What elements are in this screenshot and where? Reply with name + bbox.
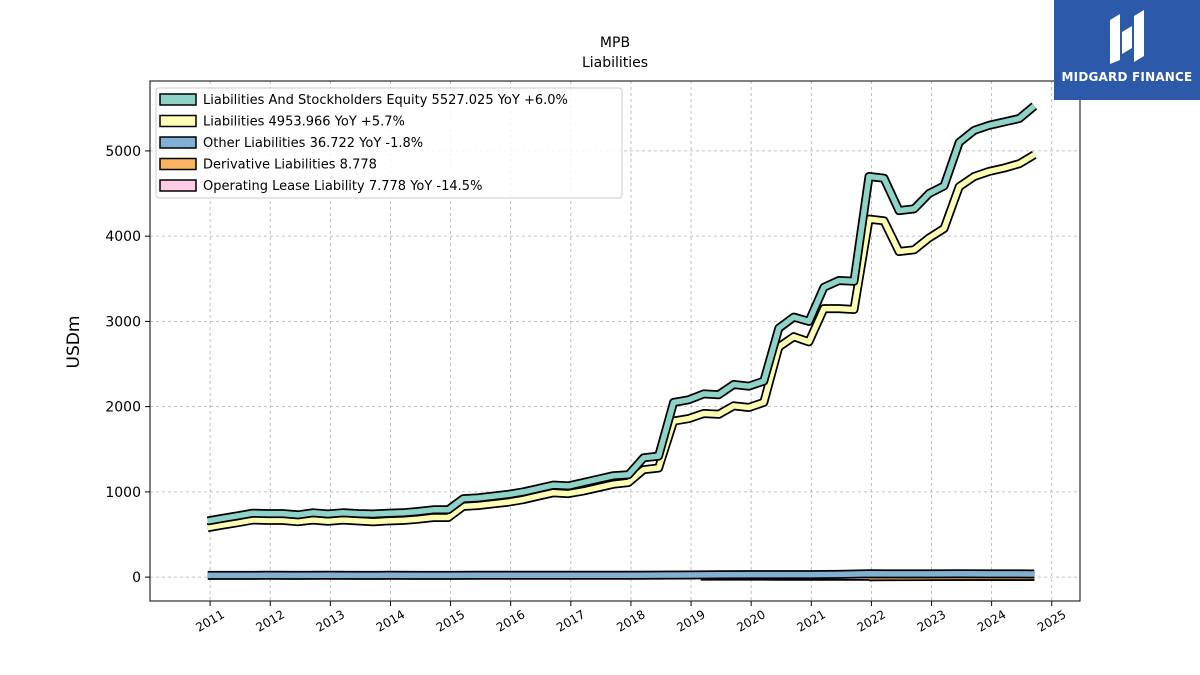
legend-label: Other Liabilities 36.722 YoY -1.8% — [203, 136, 423, 151]
legend-label: Liabilities 4953.966 YoY +5.7% — [203, 115, 405, 130]
x-tick-label: 2025 — [1035, 607, 1068, 634]
y-axis-label: USDm — [64, 316, 84, 369]
series-layer — [206, 102, 1038, 582]
x-tick-label: 2015 — [434, 607, 467, 634]
x-tick-label: 2022 — [855, 607, 888, 634]
legend-swatch — [159, 157, 197, 171]
x-tick-label: 2012 — [254, 607, 287, 634]
brand-logo: MIDGARD FINANCE — [1054, 0, 1200, 100]
x-ticks: 2011 2012 2013 2014 2015 2016 2017 2018 2019 2020… — [193, 601, 1068, 635]
legend-label: Operating Lease Liability 7.778 YoY -14.… — [203, 179, 482, 194]
x-tick-label: 2018 — [614, 607, 647, 634]
x-tick-label: 2016 — [494, 607, 527, 634]
legend-swatch — [159, 179, 197, 192]
x-tick-label: 2024 — [975, 607, 1008, 634]
x-tick-label: 2021 — [795, 607, 828, 634]
x-tick-label: 2023 — [915, 607, 948, 634]
series-1 — [206, 150, 1037, 533]
series-2 — [207, 569, 1035, 580]
x-tick-label: 2017 — [554, 607, 587, 634]
legend-swatch — [159, 114, 197, 128]
legend-box — [155, 87, 623, 199]
x-tick-label: 2020 — [734, 607, 767, 634]
series-0 — [206, 102, 1038, 526]
legend-swatch — [159, 93, 197, 106]
y-tick-label: 1000 — [105, 485, 141, 501]
series-line — [207, 570, 1035, 579]
series-line — [207, 103, 1037, 524]
y-tick-label: 2000 — [105, 400, 141, 416]
x-tick-label: 2014 — [374, 607, 407, 634]
plot-frame — [149, 80, 1081, 602]
y-tick-label: 4000 — [105, 229, 141, 245]
x-tick-label: 2011 — [193, 607, 226, 634]
y-tick-label: 3000 — [105, 314, 141, 330]
y-tick-label: 0 — [132, 570, 141, 586]
y-ticks: 0 1000 2000 3000 4000 5000 — [105, 144, 150, 586]
legend-label: Derivative Liabilities 8.778 — [203, 158, 377, 173]
y-tick-label: 5000 — [105, 144, 141, 160]
legend: Liabilities And Stockholders Equity 5527… — [155, 87, 623, 199]
series-line — [207, 152, 1036, 531]
legend-label: Liabilities And Stockholders Equity 5527… — [203, 93, 568, 108]
x-tick-label: 2019 — [674, 607, 707, 634]
chart-subtitle: Liabilities — [582, 55, 648, 71]
x-tick-label: 2013 — [314, 607, 347, 634]
legend-swatch — [159, 136, 197, 149]
midgard-logo-icon — [1110, 10, 1144, 64]
chart-title: MPB — [600, 35, 630, 51]
brand-name: MIDGARD FINANCE — [1061, 70, 1193, 84]
